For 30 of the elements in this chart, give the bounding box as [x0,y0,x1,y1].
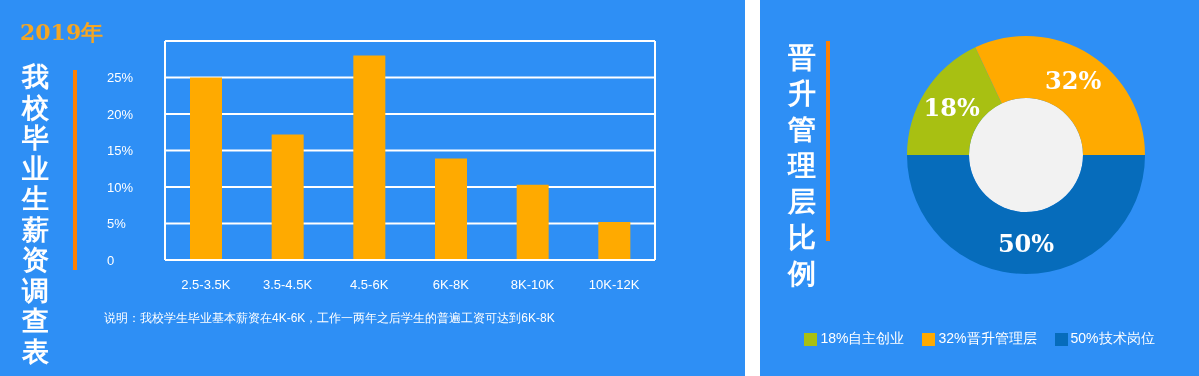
legend-label: 18%自主创业 [820,330,905,348]
y-tick-label: 0 [107,252,115,268]
x-tick-label: 6K-8K [432,277,470,293]
data-label: 32% [1045,66,1102,96]
y-tick-label: 5% [107,216,127,232]
bar [516,184,549,260]
bar [598,222,631,260]
legend-label: 50%技术岗位 [1070,330,1155,348]
x-tick-label: 2.5-3.5K [181,277,231,293]
bar [353,55,386,260]
data-label: 50% [997,228,1055,258]
text: 晋升管理层比例 [788,40,817,292]
y-tick-label: 15% [107,143,134,159]
bar [435,158,467,260]
text: 我校毕业生薪资调查表 [22,61,49,367]
y-tick-label: 10% [107,179,134,195]
donut-slice [907,155,1145,274]
x-tick-label: 4.5-6K [350,277,389,293]
legend-label: 32%晋升管理层 [938,330,1037,348]
bar [190,77,222,260]
y-tick-label: 25% [107,70,134,86]
y-tick-label: 20% [107,106,134,122]
x-tick-label: 3.5-4.5K [262,277,313,293]
bar [271,134,304,260]
x-tick-label: 10K-12K [588,277,640,293]
donut-slice [907,47,1002,155]
data-label: 18% [923,93,980,123]
chart-title: 2019年 [20,18,104,47]
x-tick-label: 8K-10K [510,277,555,293]
text: 说明：我校学生毕业基本薪资在4K-6K，工作一两年之后学生的普遍工资可达到6K-8K [104,310,555,327]
